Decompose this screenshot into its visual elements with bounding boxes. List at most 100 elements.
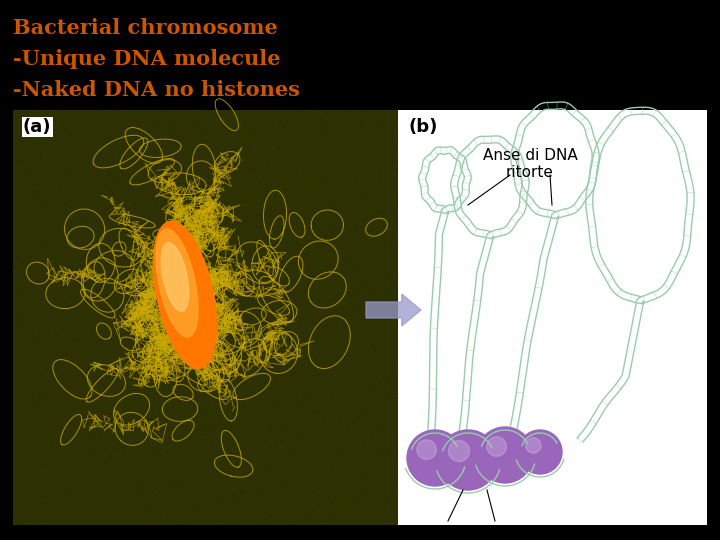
Point — [256, 453, 268, 462]
Point — [325, 254, 337, 262]
Point — [161, 160, 173, 168]
Point — [230, 298, 241, 307]
Point — [196, 427, 207, 436]
Point — [133, 468, 145, 477]
Point — [357, 319, 369, 327]
Point — [35, 227, 46, 236]
Point — [286, 159, 297, 168]
Point — [300, 279, 311, 288]
Point — [366, 394, 378, 402]
Point — [360, 224, 372, 232]
Point — [76, 123, 88, 132]
Point — [204, 202, 215, 211]
Point — [297, 199, 308, 207]
Point — [302, 155, 314, 164]
Point — [69, 162, 81, 171]
Point — [352, 303, 364, 312]
Point — [179, 428, 191, 436]
Point — [215, 429, 226, 438]
Point — [154, 396, 166, 405]
Point — [179, 402, 190, 411]
Point — [207, 332, 219, 340]
Point — [306, 206, 318, 214]
Point — [68, 226, 80, 235]
Point — [318, 414, 329, 422]
Point — [131, 211, 143, 219]
Point — [292, 186, 304, 194]
Point — [40, 478, 52, 487]
Point — [104, 470, 115, 479]
Point — [186, 515, 197, 523]
Point — [216, 501, 228, 509]
Point — [357, 376, 369, 385]
Point — [161, 110, 173, 118]
Point — [282, 155, 294, 164]
Point — [242, 402, 253, 410]
Point — [105, 241, 117, 249]
Point — [197, 222, 208, 231]
Point — [226, 298, 238, 306]
Point — [10, 381, 22, 389]
Point — [71, 387, 82, 395]
Point — [174, 427, 185, 436]
Point — [150, 200, 161, 209]
Point — [9, 438, 20, 447]
Point — [24, 318, 35, 327]
Point — [345, 300, 356, 309]
Point — [127, 195, 138, 204]
Point — [186, 170, 198, 179]
Point — [382, 401, 394, 409]
Point — [385, 377, 397, 386]
Point — [349, 476, 361, 485]
Point — [289, 288, 300, 296]
Point — [283, 474, 294, 482]
Point — [140, 159, 151, 168]
Point — [179, 389, 191, 397]
Point — [102, 268, 113, 277]
Point — [101, 450, 112, 458]
Point — [264, 271, 276, 279]
Point — [71, 185, 83, 194]
Point — [19, 441, 31, 450]
Point — [62, 451, 73, 460]
Point — [287, 298, 299, 306]
Point — [210, 160, 221, 169]
Point — [182, 236, 194, 245]
Point — [313, 297, 325, 306]
Point — [100, 131, 112, 140]
Point — [244, 387, 256, 396]
Point — [42, 319, 53, 327]
Point — [336, 181, 347, 190]
Point — [165, 168, 176, 177]
Point — [122, 216, 133, 225]
Point — [109, 144, 121, 152]
Point — [45, 428, 57, 436]
Point — [265, 140, 276, 149]
Point — [180, 289, 192, 298]
Point — [158, 413, 170, 422]
Point — [139, 470, 150, 478]
Point — [256, 209, 268, 218]
Point — [240, 135, 252, 144]
Point — [161, 165, 172, 174]
Point — [230, 187, 241, 195]
Point — [299, 259, 310, 268]
Point — [145, 507, 157, 516]
Point — [315, 221, 326, 230]
Point — [295, 331, 307, 340]
Point — [271, 320, 282, 329]
Point — [87, 114, 99, 123]
Point — [206, 411, 217, 420]
Point — [387, 285, 399, 294]
Point — [35, 382, 47, 391]
Point — [83, 106, 94, 115]
Point — [272, 437, 284, 445]
Point — [282, 155, 293, 164]
Point — [270, 167, 282, 176]
Point — [132, 118, 143, 127]
Point — [14, 245, 25, 254]
Point — [27, 439, 39, 448]
Point — [230, 180, 242, 189]
Point — [377, 387, 389, 395]
Point — [350, 317, 361, 326]
